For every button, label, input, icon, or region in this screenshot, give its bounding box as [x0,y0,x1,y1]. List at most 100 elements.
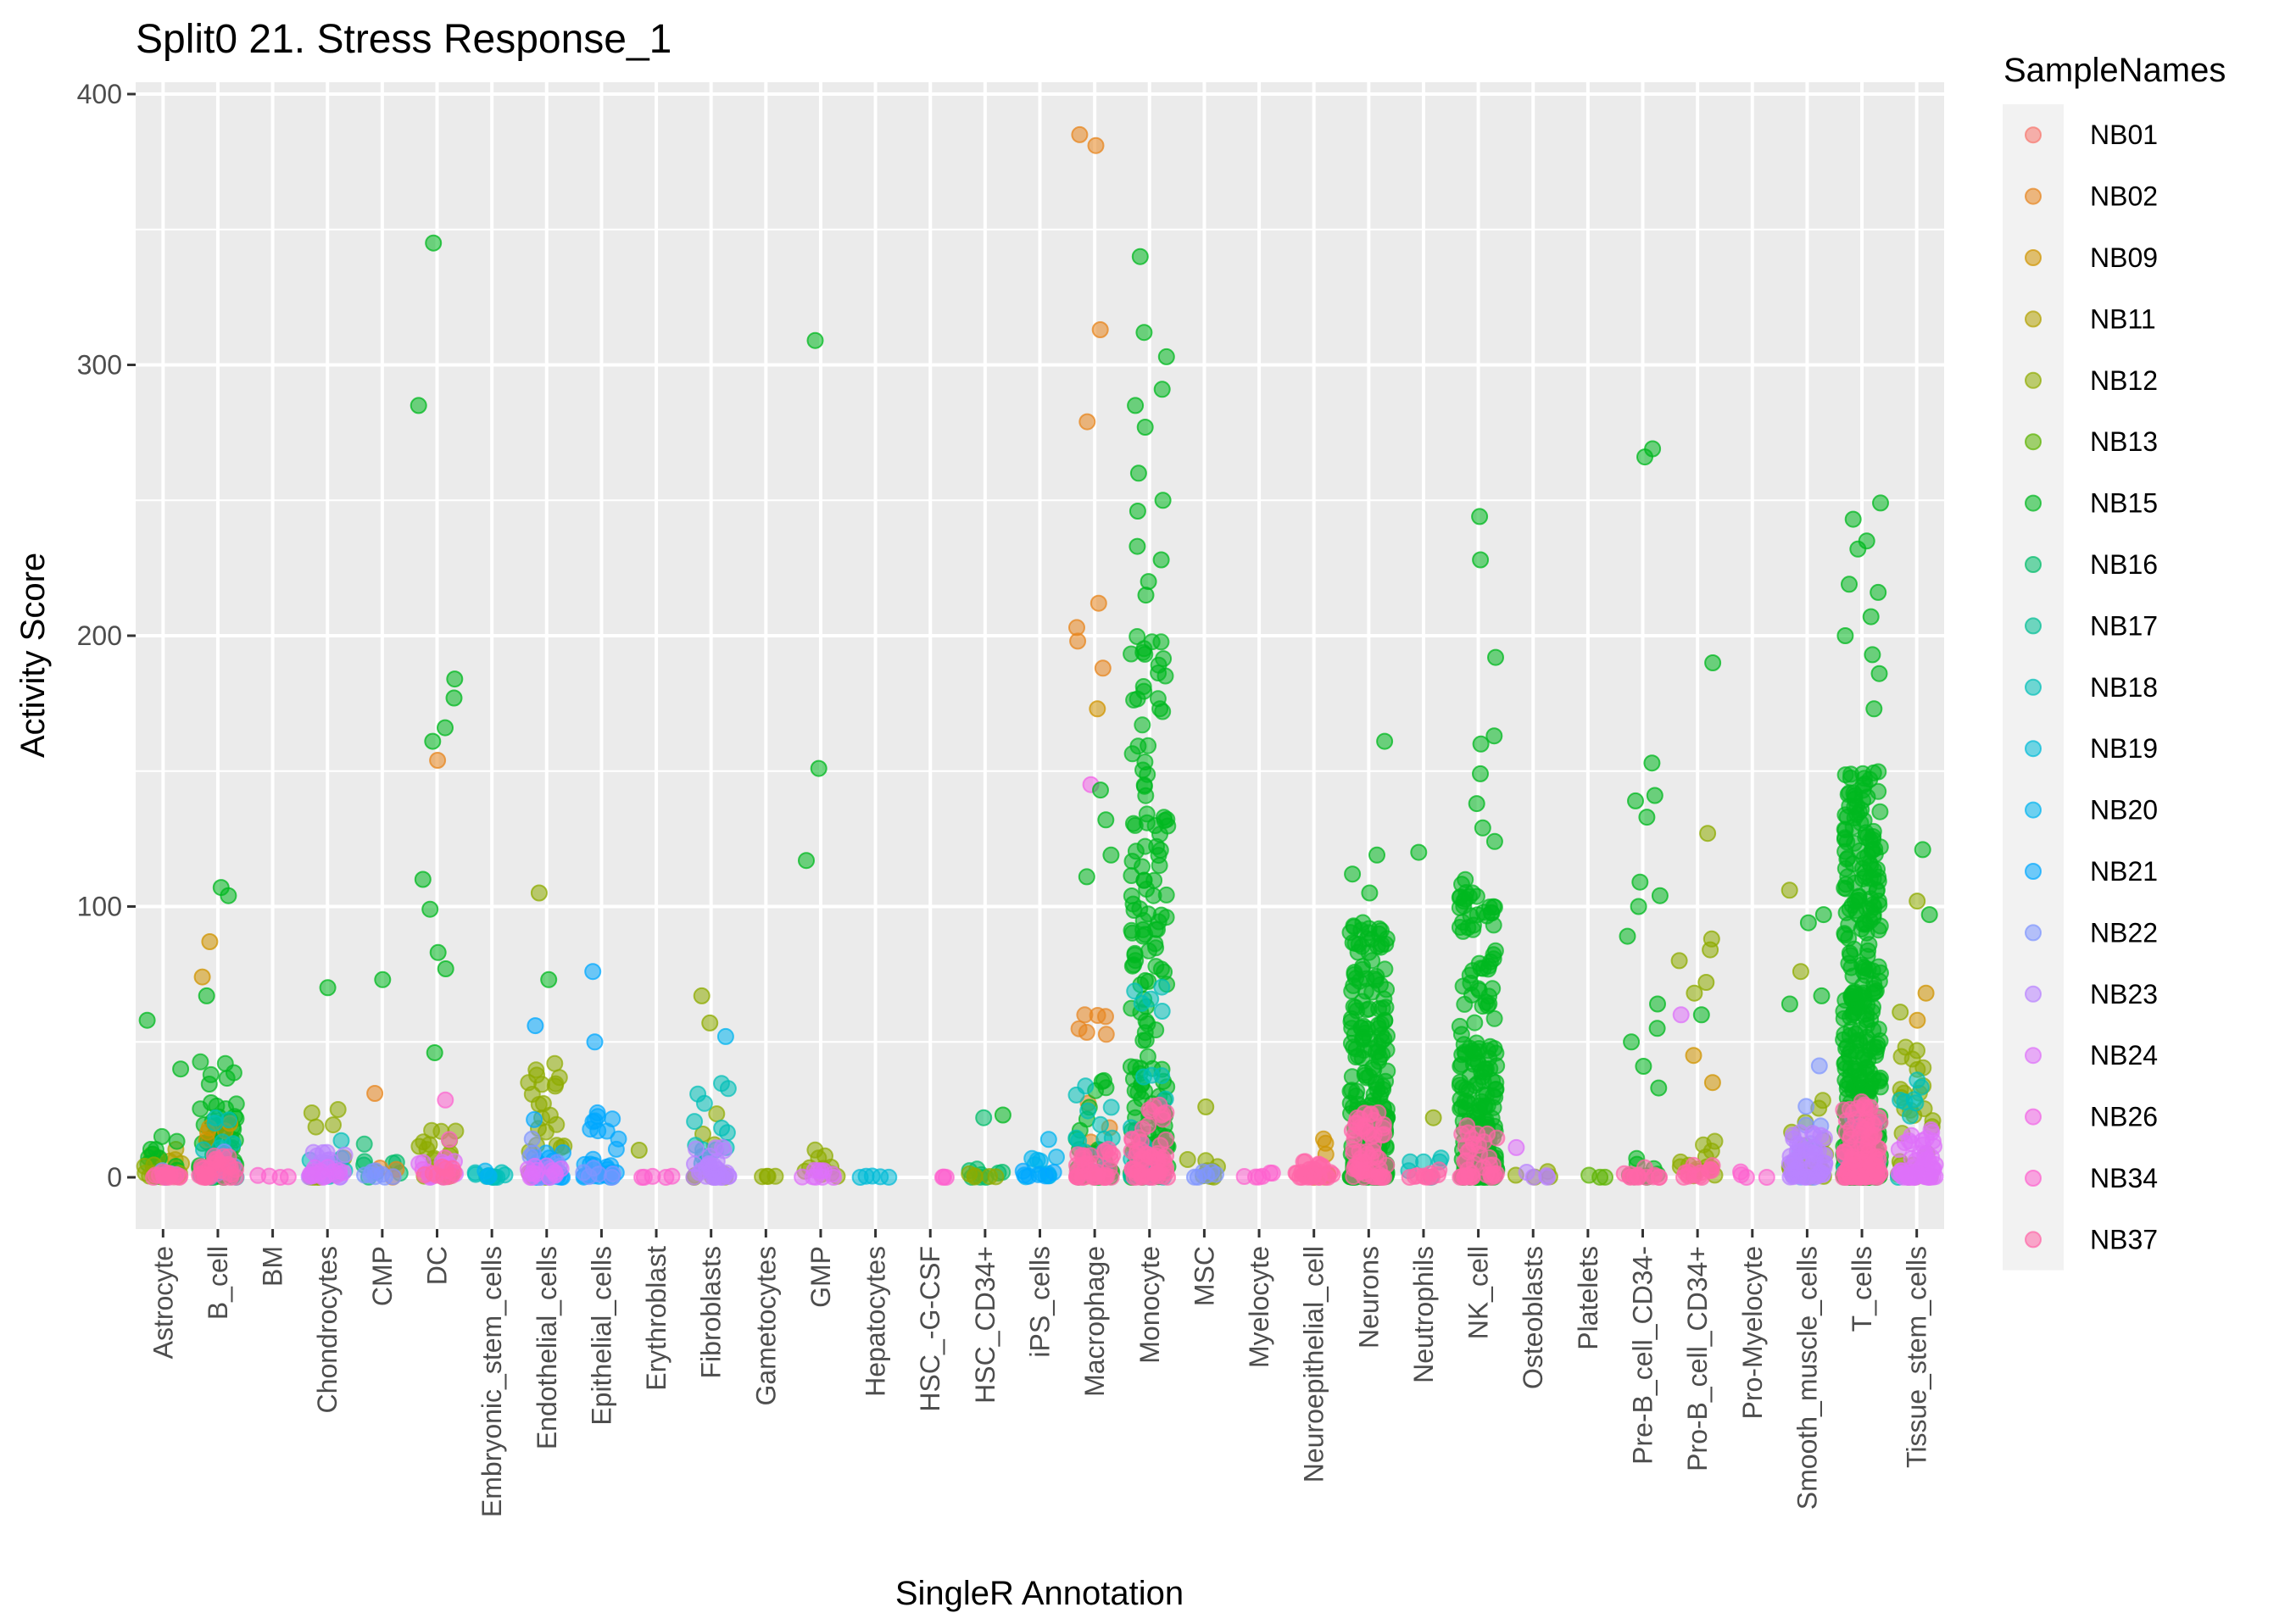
data-point [1841,784,1859,802]
data-point [1102,846,1120,864]
data-point [1695,1136,1712,1154]
data-point [192,1100,209,1118]
data-point [1371,1088,1389,1106]
data-point [1135,324,1153,342]
legend-swatch [2025,985,2042,1003]
data-point [1799,914,1817,932]
data-point [693,1162,711,1180]
data-point [1849,540,1867,558]
legend-swatch [2025,678,2042,696]
legend-label: NB34 [2090,1163,2158,1193]
data-point [1676,1164,1694,1182]
data-point [1153,1003,1171,1020]
data-point [1350,936,1368,954]
data-point [1123,887,1140,904]
x-tick-label: Monocyte [1134,1246,1165,1364]
data-point [1896,1134,1914,1152]
data-point [1195,1163,1212,1181]
data-point [1864,1128,1882,1145]
data-point [168,1132,186,1150]
data-point [1373,936,1390,954]
data-point [1102,1098,1120,1116]
legend-swatch [2025,801,2042,819]
data-point [603,1169,621,1186]
data-point [170,1169,188,1186]
data-point [1451,1017,1468,1035]
data-point [426,1044,443,1061]
data-point [1649,995,1666,1013]
data-point [1468,906,1486,924]
data-point [1914,841,1931,859]
data-point [701,1014,719,1032]
x-tick-label: Neutrophils [1408,1246,1439,1383]
data-point [1123,867,1140,884]
data-point [1837,1168,1855,1186]
data-point [1870,782,1887,800]
data-point [1870,763,1887,781]
data-point [1136,419,1154,436]
data-point [1147,958,1165,976]
data-point [610,1130,627,1148]
data-point [1758,1169,1775,1186]
data-point [1134,716,1151,734]
data-point [937,1169,955,1186]
data-point [1622,1168,1640,1186]
x-tick-label: Hepatocytes [861,1246,891,1397]
legend-label: NB23 [2090,979,2158,1009]
data-point [1123,745,1141,763]
data-point [193,968,211,986]
data-point [540,971,558,988]
data-point [1360,920,1378,937]
x-tick-label: Myelocyte [1244,1246,1274,1368]
data-point [1472,765,1489,782]
x-tick-label: Tissue_stem_cells [1902,1246,1932,1468]
data-point [1078,868,1095,886]
legend-label: NB01 [2090,120,2158,150]
y-tick-label: 400 [77,79,122,109]
data-point [1631,873,1649,891]
data-point [1135,776,1153,794]
data-point [1370,1149,1388,1167]
data-point [1152,1106,1170,1124]
x-tick-label: T_cells [1847,1246,1877,1332]
data-point [1922,1121,1940,1138]
data-point [437,960,454,977]
data-point [1478,1086,1496,1104]
x-tick-label: iPS_cells [1025,1246,1056,1358]
data-point [1858,915,1875,933]
data-point [1077,1077,1095,1095]
data-point [1703,1157,1721,1175]
data-point [598,1122,616,1140]
data-point [1909,893,1926,910]
data-point [1474,998,1491,1015]
x-tick-label: HSC_CD34+ [970,1246,1000,1404]
data-point [1149,920,1166,938]
data-point [686,1113,704,1131]
data-point [1636,448,1653,466]
x-axis-title: SingleR Annotation [895,1575,1184,1612]
data-point [198,987,215,1004]
data-point [1844,510,1862,528]
data-point [1847,1043,1865,1060]
data-point [1376,960,1394,978]
data-point [1670,952,1688,970]
x-tick-label: GMP [805,1246,836,1308]
x-axis: Astrocyte B_cell BM Chondrocytes CMP DC Embryo… [148,1229,1932,1517]
data-point [1069,632,1087,650]
data-point [1263,1165,1281,1182]
data-point [584,963,602,981]
x-tick-label: Chondrocytes [312,1246,343,1413]
data-point [716,1027,734,1045]
legend-label: NB02 [2090,181,2158,212]
data-point [1699,825,1717,843]
data-point [1128,537,1146,555]
data-point [1852,1117,1870,1135]
legend-label: NB12 [2090,365,2158,396]
x-tick-label: Pro-Myelocyte [1737,1246,1768,1420]
data-point [1867,1043,1885,1060]
data-point [1909,1071,1926,1089]
data-point [527,1017,544,1035]
data-point [1797,1098,1815,1115]
legend-swatch [2025,1047,2042,1065]
legend-swatch [2025,863,2042,880]
